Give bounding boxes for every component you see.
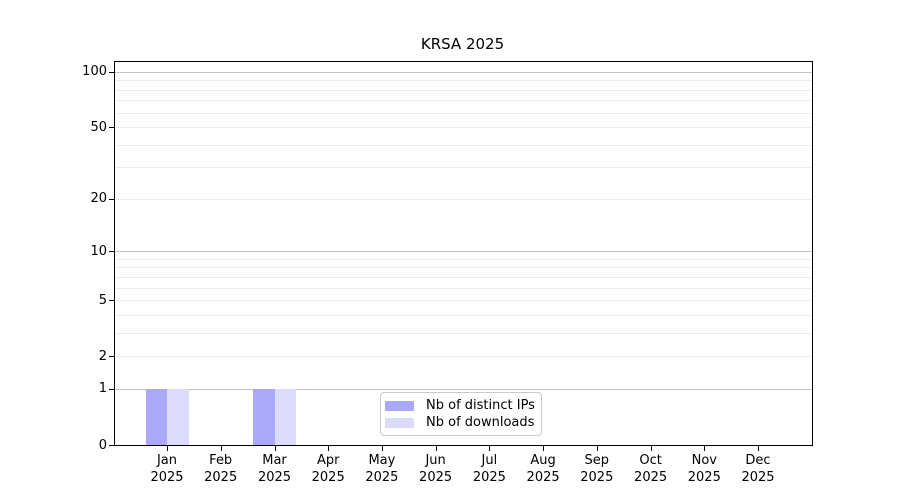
x-tick: [650, 446, 652, 451]
x-tick-label: Nov 2025: [687, 453, 721, 485]
x-tick: [328, 446, 330, 451]
legend-swatch-nb-of-distinct-ips: [385, 400, 414, 411]
legend-label: Nb of distinct IPs: [426, 398, 535, 413]
x-tick-label: Sep 2025: [580, 453, 614, 485]
gridline-minor: [115, 80, 812, 82]
gridline-minor: [115, 100, 812, 102]
gridline-minor: [115, 144, 812, 146]
y-tick: [109, 356, 114, 358]
gridline-minor: [115, 267, 812, 269]
gridline-minor: [115, 300, 812, 302]
x-tick-label: Jun 2025: [419, 453, 453, 485]
gridline-minor: [115, 332, 812, 334]
gridline-minor: [115, 287, 812, 289]
y-tick: [109, 251, 114, 253]
y-tick-label: 2: [98, 348, 107, 364]
gridline-minor: [115, 112, 812, 114]
gridline-minor: [115, 276, 812, 278]
gridline-major: [115, 388, 812, 390]
x-tick: [704, 446, 706, 451]
y-tick: [109, 198, 114, 200]
x-tick: [596, 446, 598, 451]
x-tick: [435, 446, 437, 451]
bars-layer: [115, 62, 812, 445]
x-tick-label: May 2025: [365, 453, 399, 485]
x-tick: [758, 446, 759, 451]
y-tick-label: 10: [90, 243, 107, 259]
gridline-minor: [115, 127, 812, 128]
bar-nb-of-downloads-jan: [167, 388, 189, 445]
legend: Nb of distinct IPs Nb of downloads: [380, 392, 542, 436]
bar-nb-of-downloads-mar: [274, 388, 296, 445]
x-tick-label: Apr 2025: [311, 453, 345, 485]
y-tick: [109, 388, 114, 390]
y-tick-label: 20: [90, 191, 107, 207]
legend-swatch-nb-of-downloads: [385, 417, 414, 428]
x-tick-label: Dec 2025: [741, 453, 775, 485]
gridline-minor: [115, 258, 812, 260]
x-tick-label: Feb 2025: [204, 453, 238, 485]
y-tick: [109, 445, 114, 446]
gridline-minor: [115, 198, 812, 200]
gridline-major: [115, 71, 812, 73]
chart-title: KRSA 2025: [420, 35, 505, 53]
x-tick-label: Aug 2025: [526, 453, 560, 485]
bar-nb-of-distinct-ips-mar: [253, 388, 275, 445]
x-tick-label: Mar 2025: [257, 453, 292, 485]
y-tick-label: 5: [98, 292, 107, 308]
gridlines-layer: [115, 62, 812, 445]
legend-label: Nb of downloads: [426, 415, 535, 430]
legend-item: Nb of distinct IPs: [385, 397, 535, 414]
x-tick-label: Jul 2025: [472, 453, 506, 485]
gridline-minor: [115, 356, 812, 358]
gridline-minor: [115, 89, 812, 91]
y-tick: [109, 300, 114, 302]
y-tick-label: 1: [98, 381, 107, 397]
x-tick: [167, 446, 168, 451]
y-tick: [109, 71, 114, 73]
gridline-minor: [115, 167, 812, 169]
x-tick: [220, 446, 222, 451]
x-tick: [489, 446, 491, 451]
y-tick-label: 50: [90, 119, 107, 135]
y-tick: [109, 127, 114, 128]
legend-item: Nb of downloads: [385, 414, 535, 431]
x-tick: [274, 446, 276, 451]
gridline-minor: [115, 314, 812, 316]
y-tick-label: 0: [98, 437, 107, 453]
plot-area: 0 1 2 5 10 20 50 100 Jan 2025 Feb 2025 Mar 2025 Apr…: [82, 61, 813, 485]
x-tick-label: Jan 2025: [150, 453, 184, 485]
x-tick: [381, 446, 383, 451]
axes-layer: 0 1 2 5 10 20 50 100 Jan 2025 Feb 2025 Mar 2025 Apr…: [82, 62, 812, 485]
x-tick: [543, 446, 545, 451]
gridline-major: [115, 251, 812, 253]
bar-nb-of-distinct-ips-jan: [145, 388, 167, 445]
y-tick-label: 100: [82, 64, 107, 80]
x-tick-label: Oct 2025: [634, 453, 668, 485]
